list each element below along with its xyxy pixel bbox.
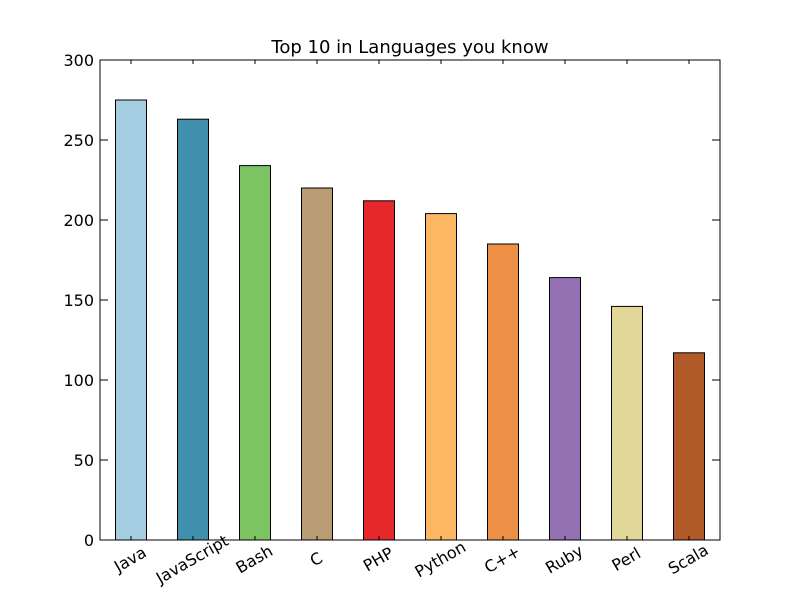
y-tick-label-250: 250 [63, 131, 94, 150]
x-tick-label-ruby: Ruby [542, 541, 586, 578]
x-tick-label-c: C [307, 548, 326, 570]
x-tick-label-perl: Perl [609, 544, 644, 575]
bars-layer [115, 99, 705, 541]
x-tick-label-php: PHP [360, 543, 397, 575]
bar-cplusplus [487, 243, 519, 541]
x-tick-label-cplusplus: C++ [481, 542, 523, 577]
bar-javascript [177, 118, 209, 541]
y-tick-label-0: 0 [84, 531, 94, 550]
bar-ruby [549, 277, 581, 541]
bar-c [301, 187, 333, 541]
x-tick-label-scala: Scala [665, 540, 712, 578]
bar-java [115, 99, 147, 541]
y-tick-label-200: 200 [63, 211, 94, 230]
x-tick-label-java: Java [110, 543, 150, 577]
x-tick-label-bash: Bash [232, 541, 276, 577]
bar-bash [239, 165, 271, 541]
y-tick-label-50: 50 [74, 451, 94, 470]
bar-perl [611, 305, 643, 541]
y-tick-label-150: 150 [63, 291, 94, 310]
y-tick-label-300: 300 [63, 51, 94, 70]
plot-frame [99, 59, 721, 541]
bar-python [425, 213, 457, 541]
bar-scala [673, 352, 705, 541]
y-tick-label-100: 100 [63, 371, 94, 390]
x-tick-label-python: Python [411, 537, 469, 581]
chart-title: Top 10 in Languages you know [270, 37, 548, 58]
bar-php [363, 200, 395, 541]
